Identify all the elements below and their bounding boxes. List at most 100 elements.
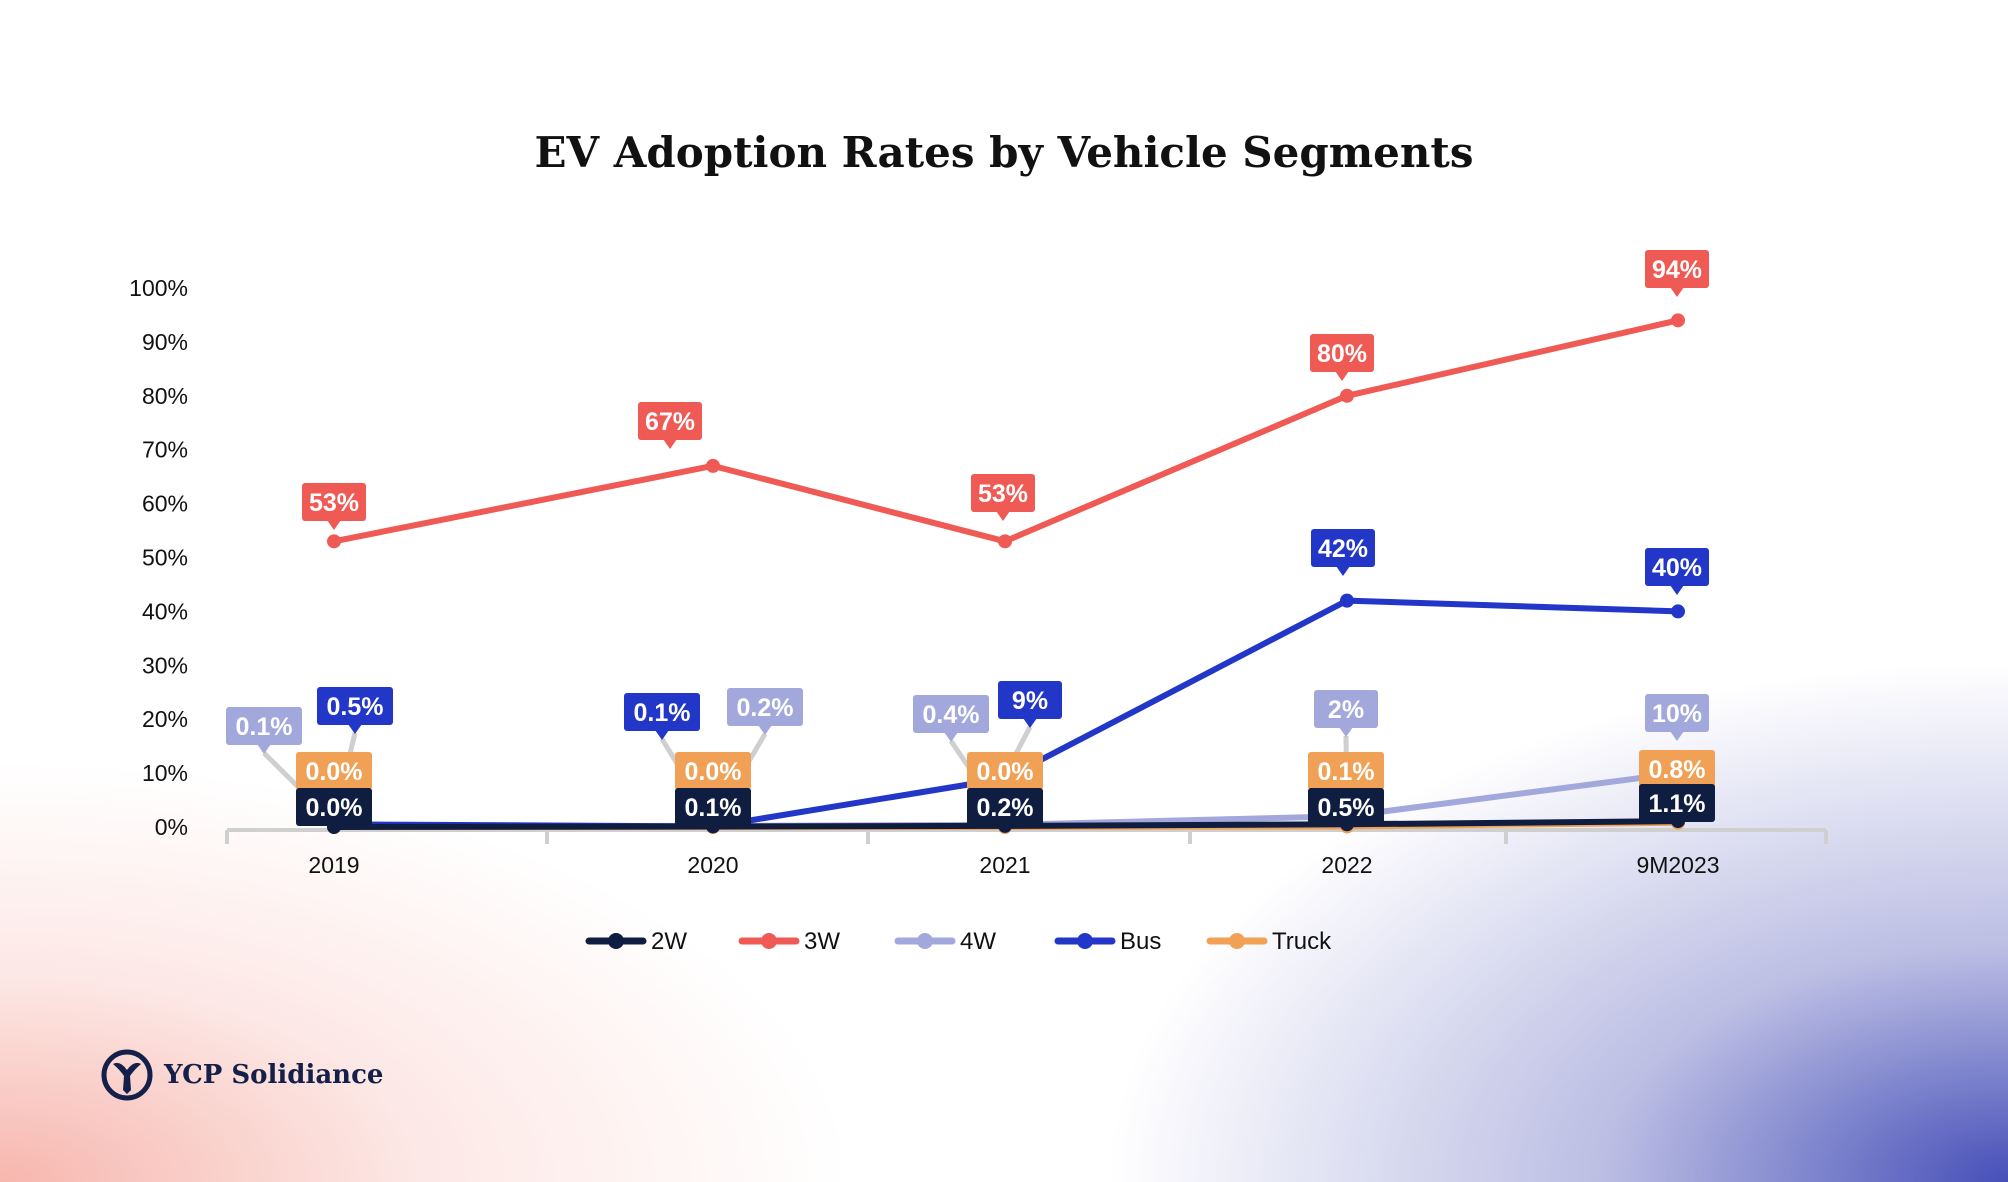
data-point-3w xyxy=(998,534,1012,549)
data-label-text: 10% xyxy=(1652,700,1702,728)
y-tick-label: 30% xyxy=(142,652,188,678)
brand-name: YCP Solidiance xyxy=(164,1060,384,1090)
legend-item-3w: 3W xyxy=(738,928,840,955)
y-tick-label: 50% xyxy=(142,545,188,571)
data-label: 9% xyxy=(998,681,1062,776)
legend-item-2w: 2W xyxy=(585,928,687,955)
y-tick-label: 20% xyxy=(142,706,188,732)
data-label: 53% xyxy=(302,483,366,530)
label-box xyxy=(1639,784,1715,822)
label-box xyxy=(317,687,393,725)
data-label: 0.0% xyxy=(296,752,372,790)
x-tick-label: 2020 xyxy=(687,852,738,878)
data-label-text: 2% xyxy=(1328,696,1364,724)
data-label-text: 53% xyxy=(978,480,1028,508)
data-point-3w xyxy=(327,534,341,549)
label-pointer xyxy=(1670,585,1684,595)
legend-marker xyxy=(917,933,933,949)
data-label: 0.0% xyxy=(967,752,1043,790)
label-pointer xyxy=(996,511,1010,521)
data-label: 53% xyxy=(971,474,1035,521)
data-label: 40% xyxy=(1645,548,1709,595)
label-box xyxy=(675,752,751,790)
data-label: 80% xyxy=(1310,334,1374,381)
label-pointer xyxy=(257,744,271,754)
label-pointer xyxy=(1670,287,1684,297)
data-point-3w xyxy=(1340,388,1354,403)
data-label-text: 9% xyxy=(1012,687,1048,715)
data-label: 1.1% xyxy=(1639,784,1715,822)
data-label: 0.1% xyxy=(675,788,751,826)
label-pointer xyxy=(758,725,772,735)
data-label-text: 0.4% xyxy=(923,701,980,729)
data-label-text: 0.2% xyxy=(737,694,794,722)
data-labels-bus: 0.5% 0.1% 9% 42% 40% xyxy=(317,529,1709,824)
chart-title: EV Adoption Rates by Vehicle Segments xyxy=(534,128,1474,177)
ycp-logo-icon xyxy=(101,1049,153,1101)
data-label-text: 42% xyxy=(1318,535,1368,563)
label-box xyxy=(624,693,700,731)
data-label: 0.8% xyxy=(1639,750,1715,788)
legend-label: 2W xyxy=(651,928,687,955)
label-pointer xyxy=(1023,718,1037,728)
data-label-text: 0.2% xyxy=(977,794,1034,822)
label-box xyxy=(913,695,989,733)
label-pointer xyxy=(655,730,669,740)
label-box xyxy=(675,788,751,826)
legend-item-4w: 4W xyxy=(894,928,996,955)
x-tick-label: 2022 xyxy=(1321,852,1372,878)
legend-marker xyxy=(1229,933,1245,949)
legend-marker xyxy=(1077,933,1093,949)
label-box xyxy=(1645,694,1709,732)
label-pointer xyxy=(663,439,677,449)
data-label-text: 40% xyxy=(1652,554,1702,582)
data-label-text: 0.0% xyxy=(306,794,363,822)
data-point-3w xyxy=(1671,313,1685,328)
x-tick-label: 9M2023 xyxy=(1636,852,1719,878)
data-label-text: 53% xyxy=(309,489,359,517)
label-box xyxy=(971,474,1035,512)
data-label-text: 0.5% xyxy=(1318,794,1375,822)
data-label-text: 1.1% xyxy=(1649,790,1706,818)
label-box xyxy=(967,752,1043,790)
label-box xyxy=(1645,250,1709,288)
y-tick-label: 70% xyxy=(142,437,188,463)
data-label-text: 0.1% xyxy=(634,699,691,727)
y-tick-label: 90% xyxy=(142,329,188,355)
label-box xyxy=(727,688,803,726)
legend-label: 4W xyxy=(960,928,996,955)
data-label: 0.0% xyxy=(675,752,751,790)
y-tick-label: 0% xyxy=(155,814,188,840)
legend-label: Truck xyxy=(1272,928,1332,955)
legend-label: 3W xyxy=(804,928,840,955)
data-label-text: 0.1% xyxy=(236,713,293,741)
label-box xyxy=(638,402,702,440)
legend-marker xyxy=(761,933,777,949)
data-label: 0.5% xyxy=(1308,788,1384,826)
data-label: 10% xyxy=(1645,694,1709,741)
legend-label: Bus xyxy=(1120,928,1161,955)
label-box xyxy=(1311,529,1375,567)
data-label-text: 0.0% xyxy=(306,758,363,786)
data-label-text: 0.1% xyxy=(1318,758,1375,786)
data-point-bus xyxy=(1340,593,1354,608)
label-pointer xyxy=(1336,566,1350,576)
data-label: 0.0% xyxy=(296,788,372,826)
data-label: 94% xyxy=(1645,250,1709,297)
label-box xyxy=(1645,548,1709,586)
label-box xyxy=(296,788,372,826)
data-label: 2% xyxy=(1314,690,1378,813)
label-pointer xyxy=(1339,727,1353,737)
brand-logo: YCP Solidiance xyxy=(100,1048,383,1102)
data-labels-2w: 0.0% 0.1% 0.2% 0.5% 1.1% xyxy=(296,784,1715,826)
data-label-text: 94% xyxy=(1652,256,1702,284)
label-box xyxy=(1308,788,1384,826)
legend-item-bus: Bus xyxy=(1054,928,1161,955)
data-label: 0.1% xyxy=(226,707,336,825)
data-label-text: 0.1% xyxy=(685,794,742,822)
y-tick-label: 100% xyxy=(129,275,188,301)
data-label: 67% xyxy=(638,402,702,449)
label-pointer xyxy=(348,724,362,734)
data-point-bus xyxy=(1671,604,1685,619)
